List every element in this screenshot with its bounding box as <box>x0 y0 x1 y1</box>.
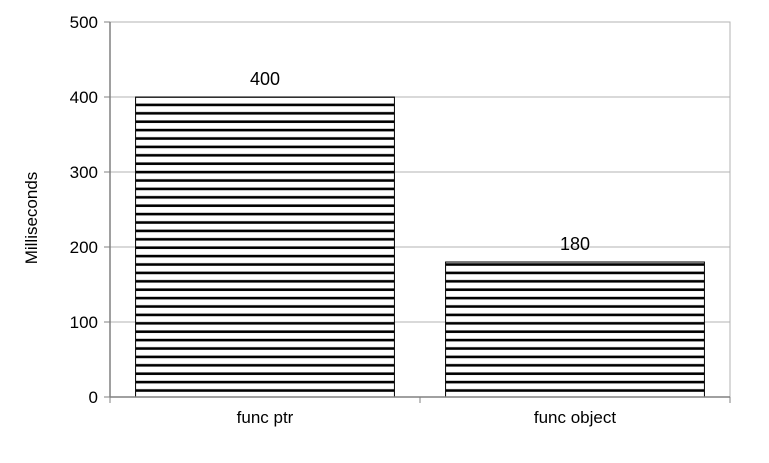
category-labels: func ptr func object <box>237 408 617 427</box>
data-labels: 400 180 <box>250 69 590 254</box>
bar <box>135 96 395 398</box>
y-axis-label: Milliseconds <box>22 172 41 265</box>
axes <box>104 21 731 403</box>
y-tick-label: 400 <box>70 88 98 107</box>
category-label: func object <box>534 408 616 427</box>
y-tick-label: 200 <box>70 238 98 257</box>
bars <box>135 96 705 398</box>
y-tick-label: 300 <box>70 163 98 182</box>
y-tick-labels: 0 100 200 300 400 500 <box>70 13 98 407</box>
y-tick-label: 500 <box>70 13 98 32</box>
data-label: 180 <box>560 234 590 254</box>
bar <box>445 261 705 398</box>
y-tick-label: 100 <box>70 313 98 332</box>
data-label: 400 <box>250 69 280 89</box>
y-tick-label: 0 <box>89 388 98 407</box>
category-label: func ptr <box>237 408 294 427</box>
